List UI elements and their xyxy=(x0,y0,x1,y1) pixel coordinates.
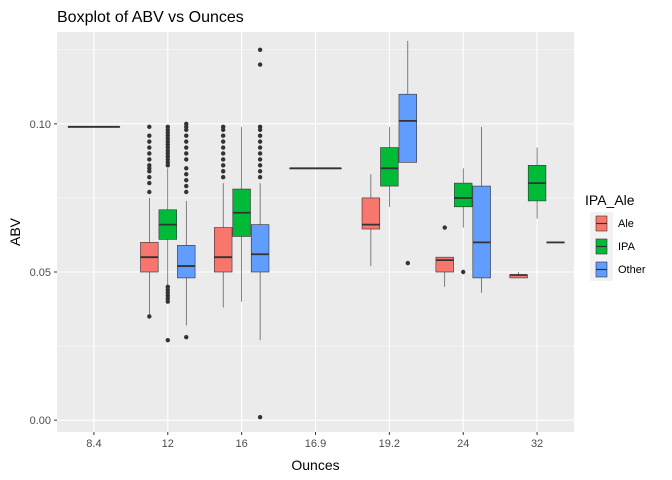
outlier-point xyxy=(147,189,152,195)
outlier-point xyxy=(147,174,152,180)
legend-label-other: Other xyxy=(618,264,646,276)
outlier-point xyxy=(184,133,189,138)
outlier-point xyxy=(220,151,226,156)
y-tick-label: 0.05 xyxy=(30,267,51,279)
plot-title: Boxplot of ABV vs Ounces xyxy=(57,9,244,26)
outlier-point xyxy=(147,151,152,156)
legend-label-ale: Ale xyxy=(618,218,634,230)
outlier-point xyxy=(220,124,226,130)
box-iqr xyxy=(214,227,233,273)
x-tick-label: 12 xyxy=(162,438,174,450)
boxplot-ipa-32 xyxy=(527,147,547,219)
outlier-point xyxy=(220,169,226,174)
outlier-point xyxy=(220,145,226,150)
boxplot-ale-16 xyxy=(214,124,233,308)
x-tick-label: 8.4 xyxy=(86,438,101,450)
y-tick-label: 0.10 xyxy=(30,119,51,131)
outlier-point xyxy=(257,174,263,180)
box-iqr xyxy=(454,182,473,208)
boxplot-other-24 xyxy=(472,126,491,293)
boxplot-other-16 xyxy=(250,47,270,420)
outlier-point xyxy=(184,189,189,195)
legend-label-ipa: IPA xyxy=(618,241,636,253)
outlier-point xyxy=(184,121,189,127)
boxplot-other-19.2 xyxy=(398,40,417,266)
outlier-point xyxy=(220,133,226,138)
box-layer xyxy=(67,40,565,420)
outlier-point xyxy=(147,180,152,186)
x-axis-title: Ounces xyxy=(291,457,339,473)
box-iqr xyxy=(250,224,270,273)
outlier-point xyxy=(220,139,226,144)
outlier-point xyxy=(257,145,263,150)
outlier-point xyxy=(257,151,263,156)
outlier-point xyxy=(257,169,263,174)
outlier-point xyxy=(257,139,263,144)
outlier-point xyxy=(184,157,189,162)
boxplot-ipa-16 xyxy=(232,126,251,302)
boxplot-other-12 xyxy=(177,121,196,340)
outlier-point xyxy=(147,133,152,138)
boxplot-ale-32 xyxy=(509,272,528,279)
outlier-point xyxy=(405,260,411,266)
boxplot-ipa-19.2 xyxy=(380,126,399,207)
legend-title: IPA_Ale xyxy=(585,192,635,208)
box-iqr xyxy=(472,185,491,279)
outlier-point xyxy=(184,177,189,183)
outlier-point xyxy=(184,334,189,340)
outlier-point xyxy=(165,284,170,290)
y-tick-label: 0.00 xyxy=(30,415,51,427)
outlier-point xyxy=(147,314,152,319)
x-tick-label: 32 xyxy=(531,438,543,450)
y-axis-title: ABV xyxy=(7,217,23,246)
x-tick-label: 19.2 xyxy=(379,438,400,450)
outlier-point xyxy=(220,163,226,168)
outlier-point xyxy=(257,157,263,162)
outlier-point xyxy=(461,269,466,275)
boxplot-single-16.9 xyxy=(289,167,342,170)
box-iqr xyxy=(177,245,196,279)
outlier-point xyxy=(184,145,189,150)
outlier-point xyxy=(257,163,263,168)
outlier-point xyxy=(257,124,263,130)
outlier-point xyxy=(184,172,189,177)
boxplot-ale-12 xyxy=(140,124,159,319)
outlier-point xyxy=(184,151,189,156)
outlier-point xyxy=(257,414,263,420)
boxplot-other-32 xyxy=(546,241,565,244)
boxplot-single-8.4 xyxy=(67,125,121,128)
outlier-point xyxy=(165,124,170,130)
outlier-point xyxy=(147,139,152,144)
outlier-point xyxy=(184,139,189,144)
outlier-point xyxy=(257,62,263,67)
boxplot-ale-19.2 xyxy=(361,174,381,267)
box-iqr xyxy=(361,197,381,230)
x-tick-label: 24 xyxy=(457,438,469,450)
outlier-point xyxy=(147,145,152,150)
outlier-point xyxy=(184,166,189,171)
outlier-point xyxy=(184,183,189,189)
outlier-point xyxy=(147,163,152,168)
boxplot-ipa-24 xyxy=(454,168,473,275)
box-iqr xyxy=(380,147,399,187)
x-tick-label: 16.9 xyxy=(305,438,326,450)
x-tick-label: 16 xyxy=(236,438,248,450)
boxplot-ale-24 xyxy=(435,225,454,287)
outlier-point xyxy=(165,337,170,343)
outlier-point xyxy=(257,47,263,52)
outlier-point xyxy=(220,174,226,180)
box-iqr xyxy=(398,93,417,163)
outlier-point xyxy=(220,157,226,162)
outlier-point xyxy=(442,225,447,230)
outlier-point xyxy=(147,157,152,162)
legend: IPA_Ale Ale IPA Other xyxy=(585,192,646,281)
outlier-point xyxy=(257,133,263,138)
outlier-point xyxy=(147,124,152,130)
axis-layer: 0.00 0.05 0.10 8.4 12 16 16.9 19.2 24 32 xyxy=(30,119,544,450)
boxplot-ipa-12 xyxy=(158,124,177,343)
